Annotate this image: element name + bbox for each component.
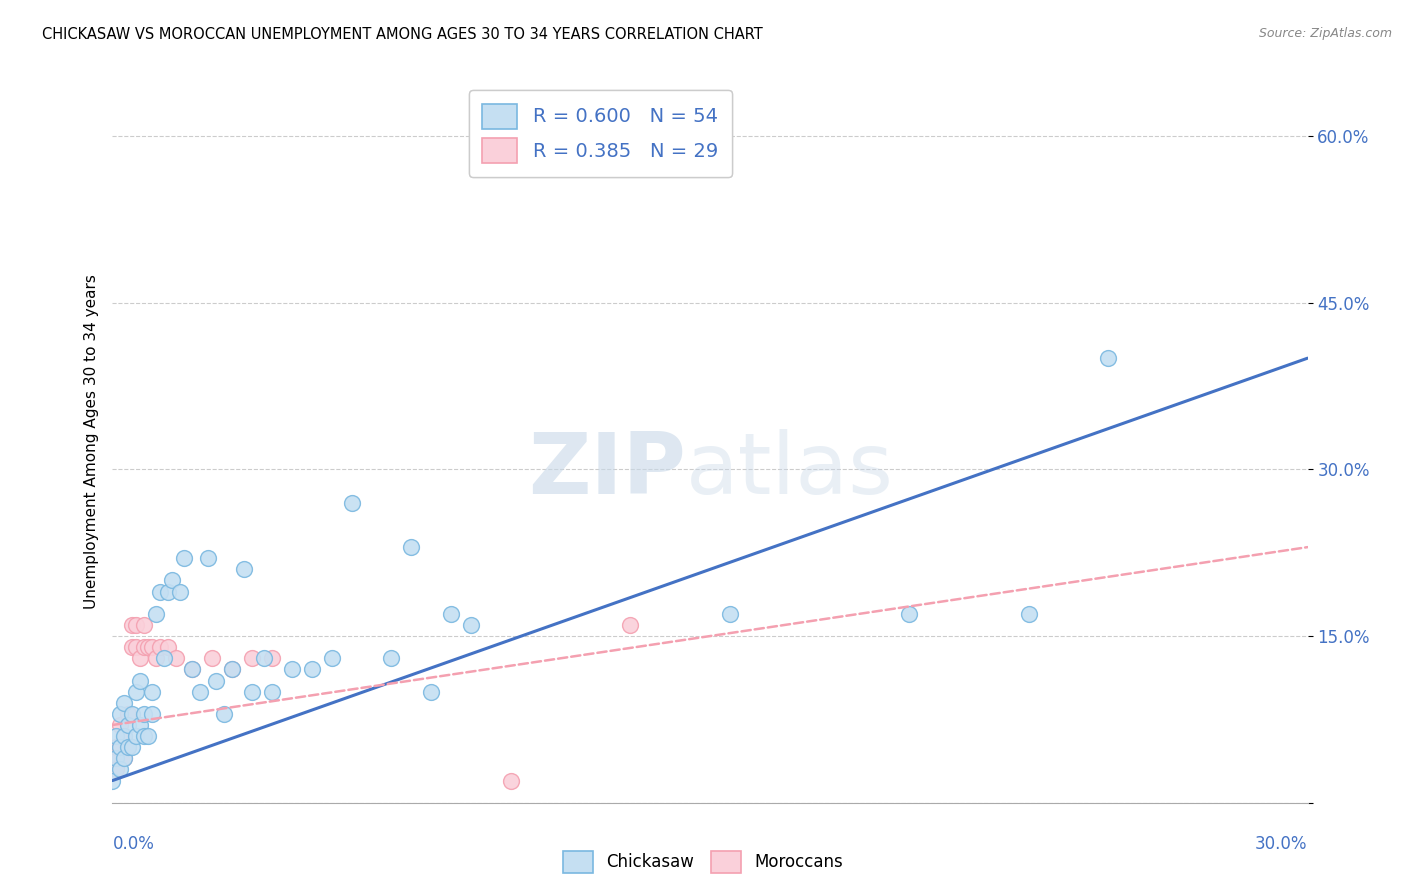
Point (898, 607, 921, 621)
Point (117, 706, 139, 721)
Point (619, 618, 641, 632)
Point (233, 562, 256, 576)
Y-axis label: Unemployment Among Ages 30 to 34 years: Unemployment Among Ages 30 to 34 years (83, 274, 98, 609)
Text: atlas: atlas (686, 429, 894, 512)
Text: ZIP: ZIP (529, 429, 686, 512)
Point (149, 640, 172, 655)
Point (125, 640, 148, 655)
Point (181, 662, 204, 676)
Point (401, 540, 423, 554)
Point (129, 651, 152, 665)
Point (125, 618, 148, 632)
Point (659, 95, 682, 110)
Point (181, 662, 204, 676)
Point (145, 607, 167, 621)
Point (121, 640, 143, 655)
Point (114, 696, 135, 710)
Point (134, 618, 156, 632)
Point (141, 706, 163, 721)
Text: CHICKASAW VS MOROCCAN UNEMPLOYMENT AMONG AGES 30 TO 34 YEARS CORRELATION CHART: CHICKASAW VS MOROCCAN UNEMPLOYMENT AMONG… (42, 27, 763, 42)
Point (110, 740, 132, 755)
Point (141, 640, 163, 655)
Point (440, 607, 463, 621)
Point (212, 706, 235, 721)
Point (101, 773, 124, 788)
Point (101, 751, 124, 765)
Point (117, 740, 139, 755)
Text: Source: ZipAtlas.com: Source: ZipAtlas.com (1258, 27, 1392, 40)
Point (110, 740, 132, 755)
Point (157, 640, 180, 655)
Point (188, 684, 211, 698)
Point (138, 640, 160, 655)
Point (114, 729, 135, 743)
Point (173, 551, 195, 566)
Point (114, 751, 135, 765)
Point (460, 618, 482, 632)
Point (718, 607, 741, 621)
Point (105, 751, 128, 765)
Point (253, 651, 276, 665)
Point (110, 763, 132, 777)
Point (380, 651, 402, 665)
Point (169, 584, 191, 599)
Point (260, 684, 283, 698)
Point (153, 651, 176, 665)
Point (145, 651, 167, 665)
Point (240, 651, 263, 665)
Point (340, 496, 363, 510)
Point (240, 684, 263, 698)
Point (105, 729, 128, 743)
Point (141, 684, 163, 698)
Point (125, 729, 148, 743)
Legend: R = 0.600   N = 54, R = 0.385   N = 29: R = 0.600 N = 54, R = 0.385 N = 29 (468, 90, 731, 177)
Point (201, 651, 224, 665)
Point (321, 651, 343, 665)
Point (114, 729, 135, 743)
Point (114, 751, 135, 765)
Point (121, 706, 143, 721)
Text: 0.0%: 0.0% (112, 835, 155, 854)
Point (221, 662, 243, 676)
Legend: Chickasaw, Moroccans: Chickasaw, Moroccans (557, 845, 849, 880)
Point (699, 95, 721, 110)
Point (205, 673, 228, 688)
Point (129, 673, 152, 688)
Point (197, 551, 219, 566)
Point (221, 662, 243, 676)
Point (134, 706, 156, 721)
Point (110, 706, 132, 721)
Point (1018, 607, 1040, 621)
Point (129, 718, 152, 732)
Point (301, 662, 323, 676)
Point (138, 729, 160, 743)
Point (117, 718, 139, 732)
Point (499, 773, 522, 788)
Point (134, 729, 156, 743)
Point (420, 684, 443, 698)
Point (162, 574, 183, 588)
Point (121, 740, 143, 755)
Point (165, 651, 187, 665)
Point (117, 740, 139, 755)
Point (260, 651, 283, 665)
Point (105, 763, 128, 777)
Point (281, 662, 304, 676)
Point (110, 718, 132, 732)
Text: 30.0%: 30.0% (1256, 835, 1308, 854)
Point (125, 684, 148, 698)
Point (1097, 351, 1119, 366)
Point (157, 584, 180, 599)
Point (134, 640, 156, 655)
Point (149, 584, 172, 599)
Point (105, 740, 128, 755)
Point (121, 618, 143, 632)
